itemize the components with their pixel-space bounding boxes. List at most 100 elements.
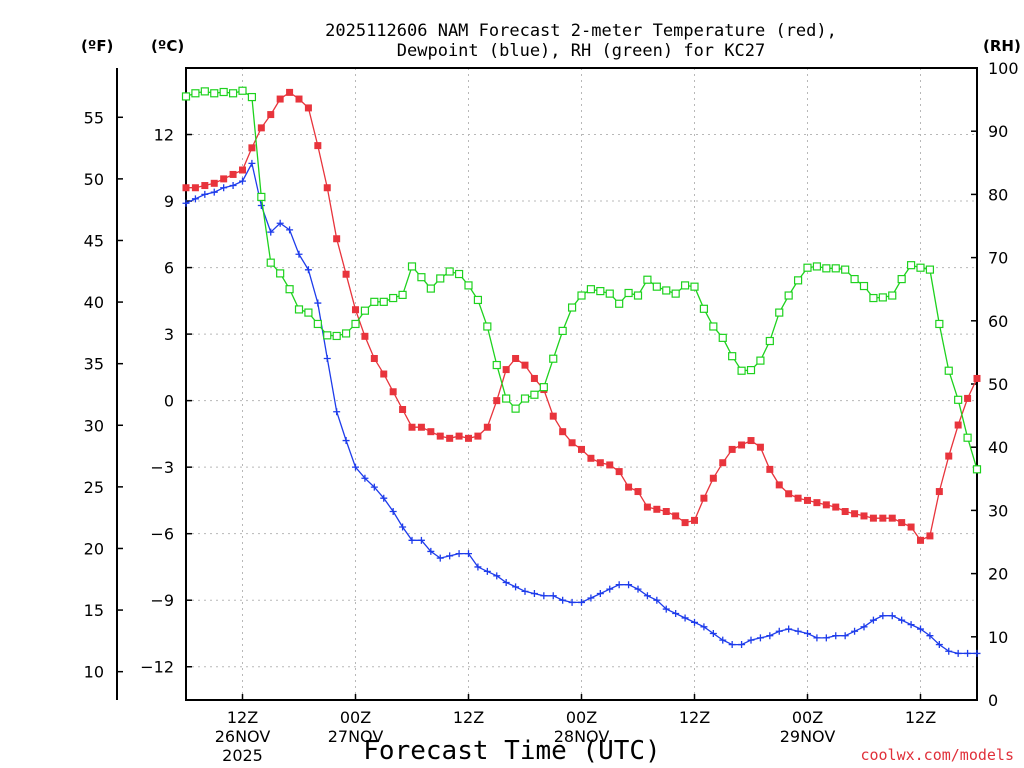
- rh-point: [492, 360, 501, 370]
- rh-point: [294, 305, 304, 314]
- temperature-point: [700, 494, 708, 502]
- dewpoint-point: [634, 585, 642, 593]
- rh-point: [671, 289, 680, 298]
- dewpoint-point: [794, 627, 802, 635]
- dewpoint-point: [926, 632, 934, 640]
- dewpoint-point: [399, 523, 407, 531]
- dewpoint-point: [596, 590, 604, 598]
- dewpoint-point: [493, 572, 501, 580]
- rh-point: [680, 281, 690, 290]
- rh-tick-label: 80: [988, 185, 1008, 204]
- temperature-point: [446, 434, 454, 442]
- rh-point: [285, 285, 294, 294]
- temperature-point: [709, 474, 717, 482]
- temperature-point: [851, 510, 859, 518]
- rh-point: [841, 265, 850, 274]
- rh-point: [539, 383, 548, 392]
- dewpoint-point: [257, 201, 265, 209]
- temperature-point: [295, 95, 303, 103]
- temperature-point: [596, 459, 604, 467]
- temperature-point: [841, 508, 849, 516]
- rh-point: [332, 331, 341, 341]
- c-tick-label: −9: [150, 591, 174, 610]
- temperature-point: [389, 388, 397, 396]
- rh-point: [624, 288, 633, 298]
- c-tick-label: 9: [164, 192, 174, 211]
- dewpoint-point: [286, 226, 294, 234]
- dewpoint-point: [700, 623, 708, 631]
- rh-point: [718, 333, 727, 342]
- dewpoint-point: [832, 632, 840, 640]
- rh-point: [812, 262, 822, 271]
- temperature-point: [935, 488, 943, 496]
- dewpoint-point: [728, 641, 736, 649]
- rh-point: [360, 306, 370, 315]
- fahrenheit-axis: 55 50 45 40 35 30 25 20 15 10: [84, 108, 123, 682]
- rh-point: [549, 354, 558, 363]
- dewpoint-point: [841, 632, 849, 640]
- series-rh: [181, 86, 982, 474]
- temperature-point: [220, 175, 228, 183]
- x-tick-year: 2025: [222, 746, 263, 765]
- temperature-point: [738, 441, 746, 449]
- temperature-point: [785, 490, 793, 498]
- rh-point: [341, 329, 351, 338]
- dewpoint-point: [898, 616, 906, 624]
- rh-point: [520, 394, 530, 403]
- temperature-point: [888, 514, 896, 522]
- f-tick-label: 35: [84, 355, 104, 374]
- temperature-point: [229, 170, 237, 178]
- rh-tick-label: 70: [988, 249, 1008, 268]
- temperature-point: [691, 516, 698, 524]
- rh-point: [511, 404, 520, 413]
- f-tick-label: 10: [84, 663, 104, 682]
- rh-point: [869, 293, 878, 303]
- dewpoint-point: [766, 632, 774, 640]
- temperature-point: [286, 88, 294, 96]
- dewpoint-point: [248, 159, 256, 167]
- temperature-point: [182, 184, 190, 192]
- x-tick-date: 26NOV: [215, 727, 271, 746]
- dewpoint-point: [389, 508, 397, 516]
- temperature-point: [210, 179, 218, 187]
- temperature-point: [747, 437, 755, 445]
- temperature-point: [201, 182, 209, 190]
- dewpoint-point: [851, 627, 859, 635]
- x-tick-time: 12Z: [453, 708, 484, 727]
- dewpoint-point: [719, 636, 727, 644]
- rh-point: [756, 356, 765, 365]
- rh-point: [775, 308, 784, 317]
- dewpoint-point: [681, 614, 689, 622]
- temperature-point: [898, 519, 906, 527]
- rh-point: [219, 87, 228, 97]
- temperature-point: [926, 532, 934, 540]
- temperature-point: [465, 434, 472, 442]
- dewpoint-point: [455, 550, 463, 558]
- dewpoint-point: [549, 592, 557, 600]
- temperature-point: [964, 394, 972, 402]
- rh-point: [878, 293, 887, 302]
- dewpoint-point: [615, 581, 623, 589]
- rh-point: [181, 92, 191, 101]
- dewpoint-point: [361, 474, 369, 482]
- dewpoint-point: [304, 266, 312, 274]
- rh-point: [850, 274, 859, 284]
- rh-point: [897, 274, 906, 284]
- dewpoint-point: [954, 649, 962, 657]
- temperature-point: [399, 406, 407, 414]
- temperature-point: [832, 503, 840, 511]
- dewpoint-point: [182, 199, 190, 207]
- temperature-point: [521, 361, 529, 369]
- f-tick-label: 20: [84, 539, 104, 558]
- rh-point: [859, 281, 869, 291]
- rh-tick-label: 50: [988, 375, 1008, 394]
- temperature-point: [728, 445, 736, 453]
- dewpoint-point: [973, 649, 981, 657]
- temperature-point: [625, 483, 633, 491]
- temperature-point: [474, 432, 482, 440]
- rh-point: [765, 336, 774, 346]
- rh-point: [935, 319, 944, 329]
- c-tick-label: −3: [150, 458, 174, 477]
- x-tick-date: 28NOV: [554, 727, 610, 746]
- rh-point: [191, 89, 200, 98]
